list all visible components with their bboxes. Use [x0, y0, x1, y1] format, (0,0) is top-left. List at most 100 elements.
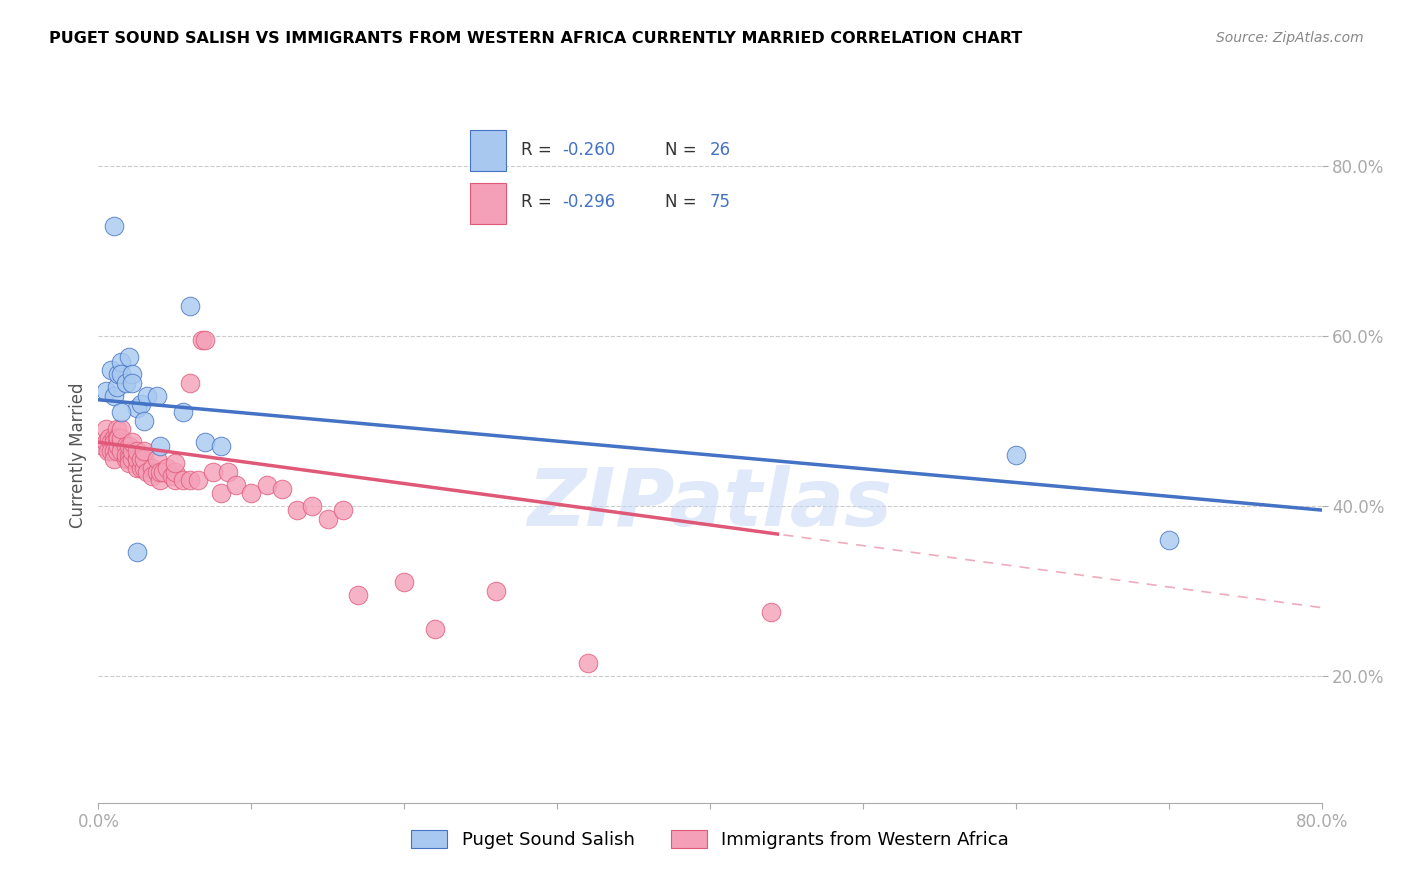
Point [118, 457, 141, 471]
Point [270, 482, 292, 496]
Point [576, 656, 599, 670]
Point [225, 477, 247, 491]
Point [240, 486, 263, 500]
Point [485, 583, 508, 598]
Point [100, 435, 122, 450]
Point [115, 439, 138, 453]
Point [105, 431, 128, 445]
Point [191, 334, 214, 348]
Point [125, 452, 148, 467]
Point [149, 439, 172, 453]
Point [118, 351, 141, 365]
Point [105, 443, 128, 458]
Point [103, 431, 125, 445]
Point [121, 376, 143, 390]
Point [115, 376, 138, 390]
Point [110, 443, 132, 458]
Text: Source: ZipAtlas.com: Source: ZipAtlas.com [1216, 31, 1364, 45]
Point [129, 460, 152, 475]
Point [134, 460, 156, 475]
Point [125, 460, 148, 475]
Point [110, 405, 132, 419]
Point [256, 477, 278, 491]
Y-axis label: Currently Married: Currently Married [69, 382, 87, 528]
Point [163, 474, 186, 488]
Point [103, 219, 125, 233]
Point [103, 443, 125, 458]
Point [129, 397, 152, 411]
Point [94, 384, 117, 399]
Point [217, 465, 239, 479]
Point [103, 452, 125, 467]
Point [118, 439, 141, 453]
Point [103, 435, 125, 450]
Point [209, 439, 232, 453]
Point [179, 474, 201, 488]
Point [163, 457, 186, 471]
Point [110, 431, 132, 445]
Point [136, 388, 159, 402]
Point [121, 368, 143, 382]
Point [1157, 533, 1180, 547]
Point [110, 422, 132, 436]
Point [316, 511, 339, 525]
Point [423, 622, 446, 636]
Point [110, 368, 132, 382]
Point [145, 465, 167, 479]
Point [194, 435, 217, 450]
Point [125, 401, 148, 416]
Point [105, 380, 128, 394]
Point [141, 460, 163, 475]
Point [91, 439, 114, 453]
Point [141, 469, 163, 483]
Point [115, 452, 138, 467]
Point [94, 422, 117, 436]
Point [110, 435, 132, 450]
Point [209, 486, 232, 500]
Text: PUGET SOUND SALISH VS IMMIGRANTS FROM WESTERN AFRICA CURRENTLY MARRIED CORRELATI: PUGET SOUND SALISH VS IMMIGRANTS FROM WE… [49, 31, 1022, 46]
Point [149, 474, 172, 488]
Point [107, 439, 129, 453]
Point [134, 414, 156, 428]
Point [134, 452, 156, 467]
Point [121, 443, 143, 458]
Point [100, 363, 122, 377]
Point [145, 452, 167, 467]
Point [301, 499, 323, 513]
Point [172, 474, 194, 488]
Text: ZIPatlas: ZIPatlas [527, 465, 893, 542]
Point [332, 503, 354, 517]
Point [118, 452, 141, 467]
Point [94, 435, 117, 450]
Point [759, 605, 782, 619]
Point [347, 588, 370, 602]
Point [163, 465, 186, 479]
Point [125, 545, 148, 559]
Point [179, 376, 201, 390]
Point [152, 465, 174, 479]
Point [194, 334, 217, 348]
Point [97, 443, 120, 458]
Point [115, 448, 138, 462]
Point [1004, 448, 1026, 462]
Point [107, 368, 129, 382]
Point [105, 422, 128, 436]
Point [129, 452, 152, 467]
Point [202, 465, 225, 479]
Point [118, 448, 141, 462]
Point [145, 388, 167, 402]
Point [149, 465, 172, 479]
Point [392, 575, 416, 590]
Point [125, 452, 148, 467]
Point [136, 465, 159, 479]
Point [160, 469, 183, 483]
Point [98, 431, 121, 445]
Point [187, 474, 209, 488]
Point [285, 503, 308, 517]
Legend: Puget Sound Salish, Immigrants from Western Africa: Puget Sound Salish, Immigrants from West… [404, 822, 1017, 856]
Point [172, 405, 194, 419]
Point [125, 443, 148, 458]
Point [179, 300, 201, 314]
Point [107, 431, 129, 445]
Point [103, 388, 125, 402]
